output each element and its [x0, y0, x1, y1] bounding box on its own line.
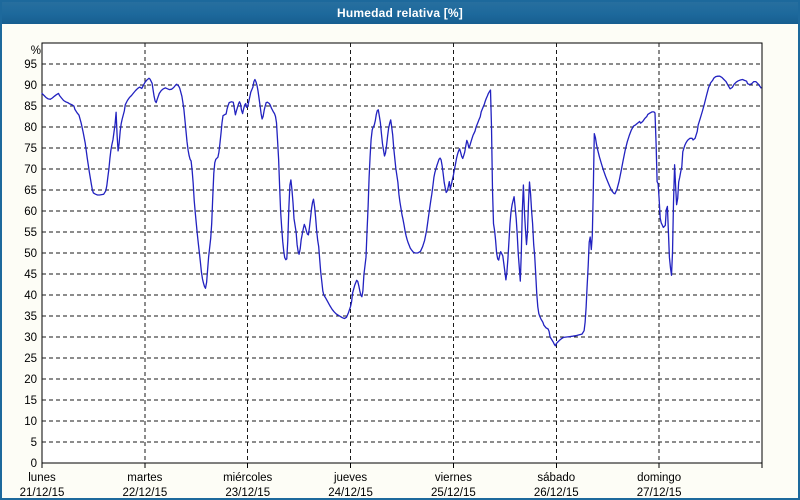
x-day-label: miércoles: [223, 472, 272, 484]
x-day-label: domingo: [637, 472, 681, 484]
y-tick-label: 10: [24, 416, 37, 428]
humidity-line-chart: 95908580757065605550454035302520151050%l…: [20, 42, 763, 498]
humidity-series-line: [41, 75, 762, 347]
y-tick-label: 80: [24, 122, 37, 134]
chart-title-bar: Humedad relativa [%]: [2, 2, 798, 24]
chart-area: 95 90 85 80 75 70 65 60 55 50 45 40 35 30 25 20 15 10 5 0% l…: [2, 24, 798, 498]
y-tick-label: 20: [24, 374, 37, 386]
y-tick-label: 30: [24, 332, 37, 344]
y-tick-label: 70: [24, 164, 37, 176]
x-date-label: 27/12/15: [637, 487, 682, 498]
y-tick-label: 75: [24, 143, 37, 155]
x-day-label: jueves: [333, 472, 367, 484]
y-tick-label: 55: [24, 227, 37, 239]
x-date-label: 22/12/15: [122, 487, 167, 498]
y-tick-label: 90: [24, 80, 37, 92]
x-date-label: 21/12/15: [20, 487, 65, 498]
x-day-label: sábado: [537, 472, 575, 484]
x-day-label: viernes: [435, 472, 472, 484]
y-tick-label: 85: [24, 101, 37, 113]
x-date-label: 23/12/15: [225, 487, 270, 498]
x-date-label: 26/12/15: [534, 487, 579, 498]
y-tick-label: 35: [24, 311, 37, 323]
y-tick-label: 15: [24, 395, 37, 407]
x-day-label: martes: [127, 472, 162, 484]
y-tick-label: 25: [24, 353, 37, 365]
x-day-label: lunes: [28, 472, 56, 484]
y-tick-label: 45: [24, 269, 37, 281]
y-tick-label: 0: [31, 458, 37, 470]
x-date-label: 25/12/15: [431, 487, 476, 498]
y-tick-label: 60: [24, 206, 37, 218]
y-tick-label: 40: [24, 290, 37, 302]
chart-title: Humedad relativa [%]: [336, 6, 464, 20]
y-tick-label: 50: [24, 248, 37, 260]
y-tick-label: 65: [24, 185, 37, 197]
y-axis-unit-label: %: [31, 45, 41, 57]
y-tick-label: 5: [31, 437, 37, 449]
x-date-label: 24/12/15: [328, 487, 373, 498]
y-tick-label: 95: [24, 59, 37, 71]
